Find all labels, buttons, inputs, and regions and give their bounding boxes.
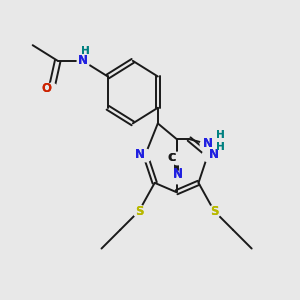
Text: N: N: [173, 168, 183, 181]
Text: N: N: [208, 148, 218, 161]
Text: N: N: [203, 137, 213, 150]
Text: O: O: [42, 82, 52, 95]
Text: N: N: [203, 137, 213, 150]
Text: N: N: [78, 54, 88, 67]
Text: N: N: [78, 54, 88, 67]
Text: N: N: [208, 148, 218, 161]
Text: H: H: [80, 46, 89, 56]
Text: H: H: [80, 46, 89, 56]
Text: N: N: [135, 148, 145, 161]
Text: N: N: [173, 167, 183, 180]
Text: S: S: [135, 205, 143, 218]
Text: S: S: [135, 205, 143, 218]
Text: H: H: [216, 142, 225, 152]
Text: H: H: [216, 130, 225, 140]
Text: O: O: [42, 82, 52, 95]
Text: C: C: [168, 153, 176, 163]
Text: S: S: [210, 205, 218, 218]
Text: N: N: [135, 148, 145, 161]
Text: S: S: [210, 205, 218, 218]
Text: H: H: [216, 130, 225, 140]
Text: H: H: [216, 142, 225, 152]
Text: C: C: [167, 153, 175, 163]
